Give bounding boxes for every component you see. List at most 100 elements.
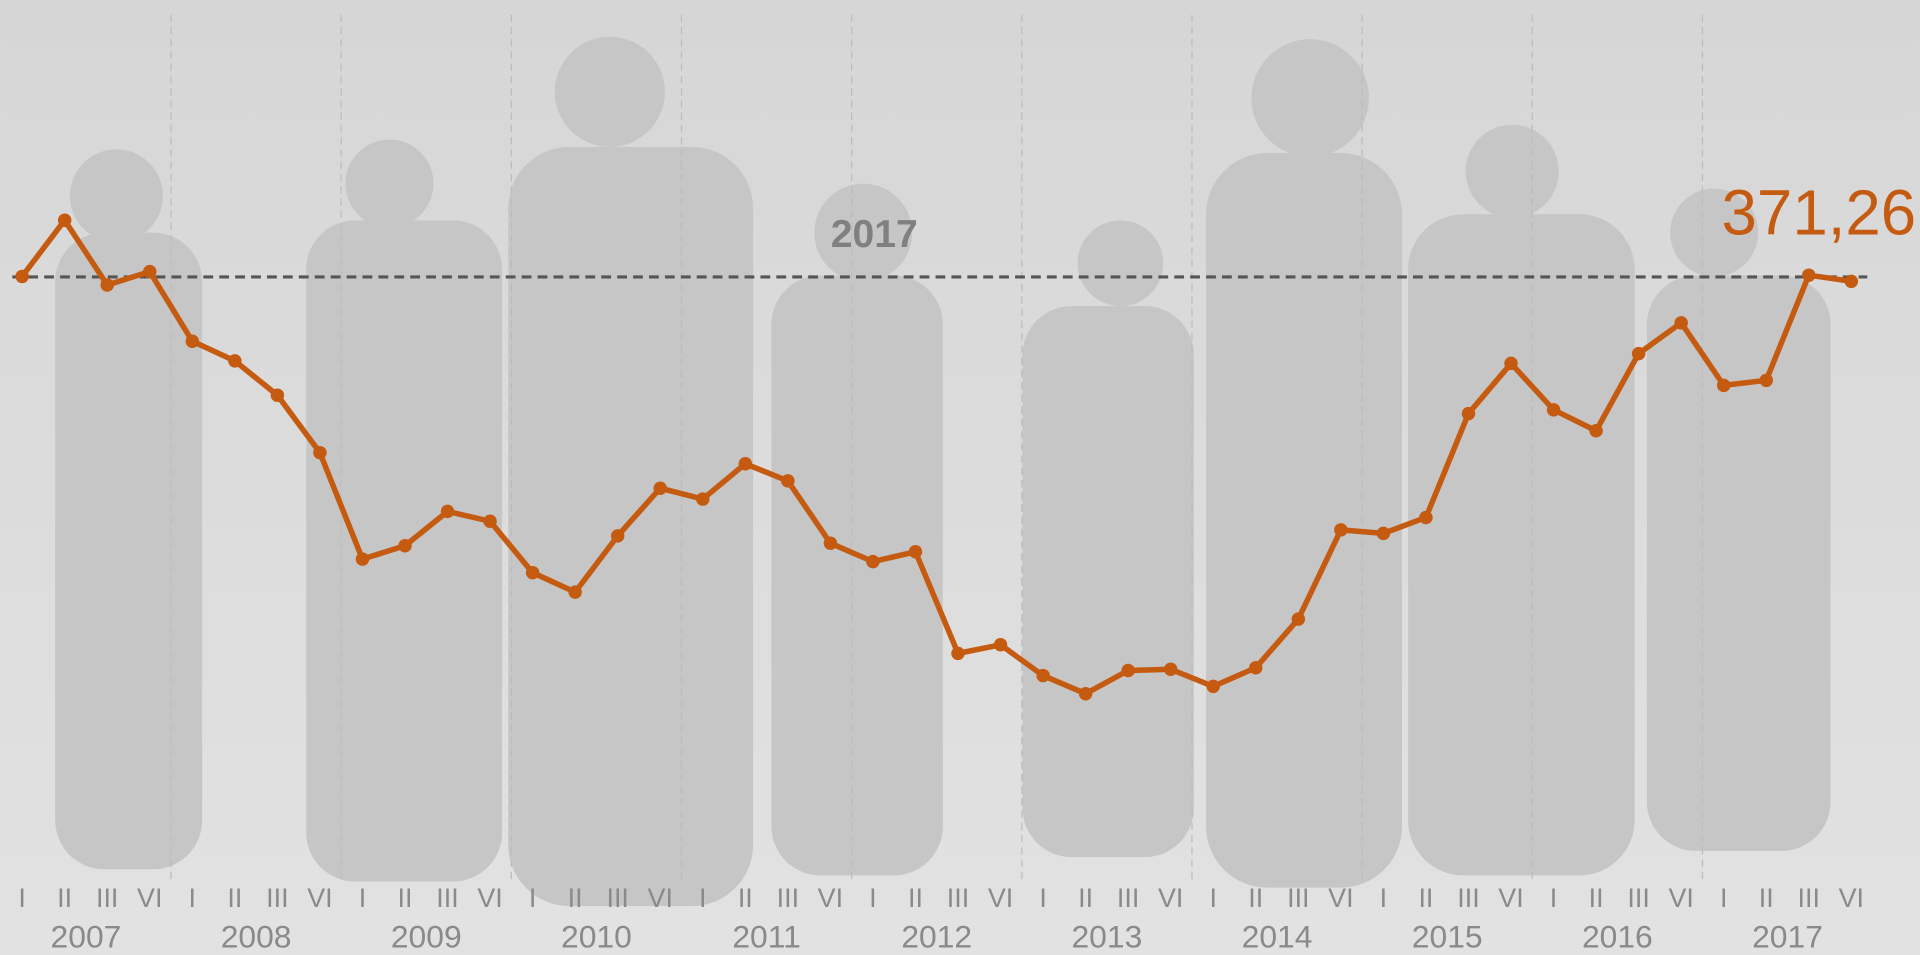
data-point: [1249, 661, 1262, 674]
x-tick-label: VI: [1668, 883, 1693, 913]
value-label: 371,26: [1722, 177, 1917, 248]
x-tick-label: III: [947, 883, 969, 913]
data-point: [58, 213, 71, 226]
x-tick-label: VI: [307, 883, 332, 913]
data-point: [228, 354, 241, 367]
data-point: [483, 515, 496, 528]
year-label: 2014: [1242, 918, 1313, 954]
data-point: [1717, 379, 1730, 392]
data-point: [909, 545, 922, 558]
x-tick-label: VI: [137, 883, 162, 913]
x-tick-label: I: [1380, 883, 1387, 913]
data-point: [611, 529, 624, 542]
data-point: [1802, 268, 1815, 281]
x-tick-label: II: [398, 883, 413, 913]
data-point: [1377, 527, 1390, 540]
x-tick-label: III: [606, 883, 628, 913]
x-tick-label: I: [1550, 883, 1557, 913]
data-point: [781, 474, 794, 487]
year-label: 2011: [732, 918, 800, 954]
x-tick-label: I: [1039, 883, 1046, 913]
data-point: [1547, 403, 1560, 416]
data-point: [739, 457, 752, 470]
year-label: 2009: [391, 918, 462, 954]
x-tick-label: II: [568, 883, 583, 913]
x-tick-label: II: [908, 883, 923, 913]
data-point: [271, 388, 284, 401]
x-tick-label: VI: [477, 883, 502, 913]
data-point: [313, 446, 326, 459]
data-point: [1632, 347, 1645, 360]
year-label: 2013: [1071, 918, 1142, 954]
x-tick-label: I: [699, 883, 706, 913]
year-label: 2016: [1582, 918, 1653, 954]
x-tick-label: II: [57, 883, 72, 913]
data-point: [1036, 669, 1049, 682]
reference-label: 2017: [831, 213, 918, 256]
x-tick-label: II: [1589, 883, 1604, 913]
data-point: [568, 585, 581, 598]
data-point: [1164, 663, 1177, 676]
year-label: 2010: [561, 918, 632, 954]
x-tick-label: III: [1117, 883, 1139, 913]
x-tick-label: VI: [1158, 883, 1183, 913]
x-tick-label: VI: [1498, 883, 1523, 913]
data-point: [1292, 612, 1305, 625]
year-label: 2017: [1752, 918, 1823, 954]
data-point: [1121, 664, 1134, 677]
x-tick-label: III: [777, 883, 799, 913]
x-tick-label: I: [189, 883, 196, 913]
x-tick-label: II: [1759, 883, 1774, 913]
x-tick-label: I: [18, 883, 25, 913]
data-point: [1462, 407, 1475, 420]
data-point: [15, 270, 28, 283]
x-tick-label: III: [1287, 883, 1309, 913]
x-tick-label: I: [359, 883, 366, 913]
data-point: [186, 334, 199, 347]
data-point: [1845, 275, 1858, 288]
x-tick-label: III: [1798, 883, 1820, 913]
data-point: [1674, 316, 1687, 329]
data-point: [824, 536, 837, 549]
x-tick-label: VI: [818, 883, 843, 913]
year-label: 2007: [51, 918, 122, 954]
data-point: [1079, 687, 1092, 700]
x-tick-label: VI: [648, 883, 673, 913]
x-tick-label: I: [869, 883, 876, 913]
data-point: [143, 265, 156, 278]
x-tick-label: III: [266, 883, 288, 913]
data-point: [1760, 374, 1773, 387]
year-label: 2008: [221, 918, 292, 954]
x-tick-label: VI: [1839, 883, 1864, 913]
data-point: [398, 539, 411, 552]
x-tick-label: II: [738, 883, 753, 913]
data-point: [1334, 523, 1347, 536]
x-tick-label: III: [96, 883, 118, 913]
x-tick-label: III: [1457, 883, 1479, 913]
data-point: [866, 555, 879, 568]
x-tick-label: III: [436, 883, 458, 913]
page: 2007 2008 2009 2010 2011 2012 2013 2014 2015 2016…: [0, 0, 1920, 955]
data-point: [1419, 511, 1432, 524]
x-tick-label: I: [1210, 883, 1217, 913]
x-tick-label: I: [529, 883, 536, 913]
x-tick-label: VI: [988, 883, 1013, 913]
chart: 2007 2008 2009 2010 2011 2012 2013 2014 2015 2016…: [0, 0, 1920, 955]
x-tick-label: VI: [1328, 883, 1353, 913]
data-point: [653, 481, 666, 494]
data-point: [100, 278, 113, 291]
data-point: [951, 647, 964, 660]
year-label: 2015: [1412, 918, 1483, 954]
x-tick-label: II: [227, 883, 242, 913]
x-tick-label: II: [1078, 883, 1093, 913]
data-point: [1207, 680, 1220, 693]
data-point: [1504, 357, 1517, 370]
x-tick-label: II: [1418, 883, 1433, 913]
year-label: 2012: [901, 918, 972, 954]
x-tick-label: I: [1720, 883, 1727, 913]
data-point: [441, 505, 454, 518]
data-point: [994, 638, 1007, 651]
data-point: [526, 566, 539, 579]
data-point: [1589, 424, 1602, 437]
data-point: [356, 552, 369, 565]
